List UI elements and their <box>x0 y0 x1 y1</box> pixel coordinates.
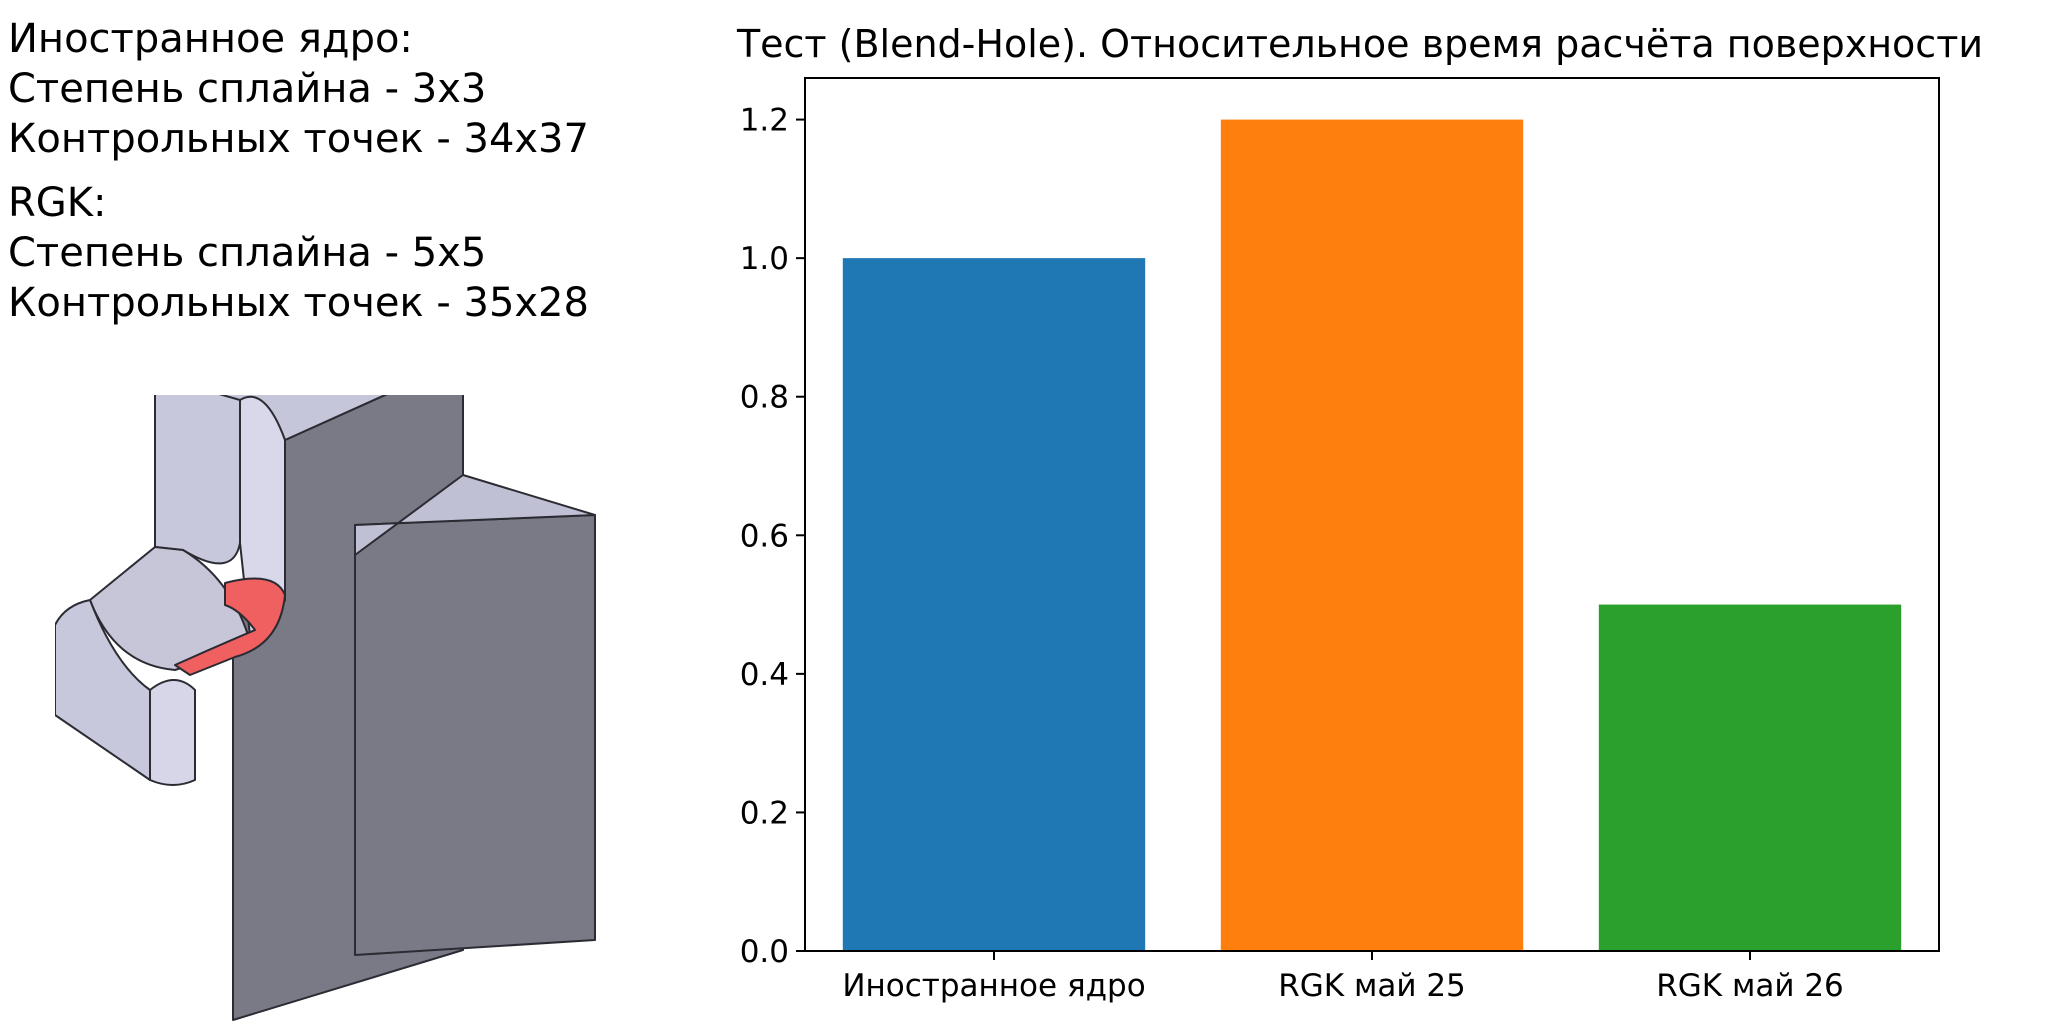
rgk-degree: Степень сплайна - 5x5 <box>8 230 487 276</box>
x-tick-label: RGK май 25 <box>1278 968 1466 1004</box>
foreign-kernel-degree: Степень сплайна - 3x3 <box>8 66 487 112</box>
rgk-control-points: Контрольных точек - 35x28 <box>8 280 589 326</box>
bar-1 <box>842 258 1146 952</box>
rgk-heading: RGK: <box>8 180 107 226</box>
bar-chart: Тест (Blend-Hole). Относительное время р… <box>736 22 1983 1004</box>
y-tick-label: 1.2 <box>740 103 789 139</box>
x-tick-label: Иностранное ядро <box>842 968 1145 1004</box>
y-tick-label: 1.0 <box>740 241 789 277</box>
y-tick-label: 0.0 <box>740 934 789 970</box>
y-tick-label: 0.6 <box>740 518 789 554</box>
y-tick-label: 0.8 <box>740 380 789 416</box>
foreign-kernel-control-points: Контрольных точек - 34x37 <box>8 116 589 162</box>
y-tick-label: 0.2 <box>740 795 789 831</box>
chart-title: Тест (Blend-Hole). Относительное время р… <box>736 22 1983 66</box>
model-lower-front-face <box>55 599 151 781</box>
model-arm-front-face <box>354 514 596 956</box>
x-tick-label: RGK май 26 <box>1656 968 1844 1004</box>
model-blend-hole-highlight <box>174 577 286 676</box>
bar-3 <box>1598 604 1902 951</box>
model-arm-top-face <box>354 474 596 556</box>
bar-2 <box>1220 119 1524 952</box>
y-tick-label: 0.4 <box>740 657 789 693</box>
cad-model-illustration <box>55 395 596 1021</box>
spline-info-panel: Иностранное ядро: Степень сплайна - 3x3 … <box>8 14 589 328</box>
foreign-kernel-heading: Иностранное ядро: <box>8 16 413 62</box>
model-lower-rounded-edge <box>149 679 196 786</box>
model-tower-front-face <box>154 395 241 565</box>
